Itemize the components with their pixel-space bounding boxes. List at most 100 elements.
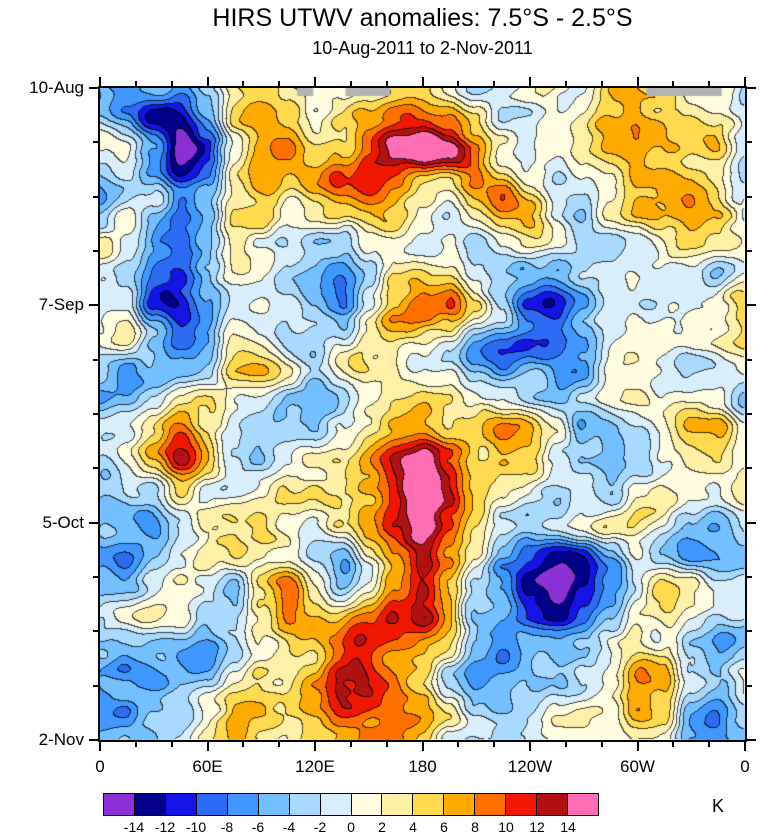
- top-major-tick: [421, 77, 424, 86]
- colorbar-tick-label: 14: [560, 819, 576, 834]
- chart-subtitle: 10-Aug-2011 to 2-Nov-2011: [312, 38, 533, 58]
- colorbar-tick-label: 10: [498, 819, 514, 834]
- right-major-tick: [747, 87, 756, 89]
- bottom-major-tick: [314, 742, 316, 751]
- colorbar-labels: -14 -12 -10 -8 -6 -4 -2 0 2 4 6 8 10 12 14: [103, 819, 599, 834]
- plot-area: [89, 77, 756, 751]
- right-major-tick: [747, 521, 756, 524]
- left-minor-tick: [93, 467, 98, 470]
- colorbar-tick-label: 2: [378, 819, 386, 834]
- right-minor-tick: [747, 684, 752, 687]
- right-minor-tick: [747, 467, 752, 470]
- right-minor-tick: [747, 358, 752, 361]
- colorbar-segment: [257, 793, 290, 816]
- top-major-tick: [206, 77, 209, 86]
- colorbar-tick-label: 4: [409, 819, 417, 834]
- y-tick-label: 10-Aug: [29, 78, 84, 97]
- colorbar-tick-label: 12: [529, 819, 545, 834]
- colorbar-segment: [443, 793, 476, 816]
- colorbar-tick-label: -10: [185, 819, 207, 834]
- axis-ticks: [89, 77, 756, 751]
- left-major-tick: [89, 739, 98, 741]
- left-minor-tick: [93, 413, 98, 415]
- bottom-minor-tick: [564, 742, 567, 747]
- top-major-tick: [744, 77, 746, 86]
- bottom-minor-tick: [708, 742, 711, 747]
- colorbar-tick-label: 6: [440, 819, 448, 834]
- top-major-tick: [314, 77, 316, 86]
- heatmap-canvas: [100, 88, 745, 740]
- right-major-tick: [747, 304, 756, 307]
- colorbar-tick-label: -6: [251, 819, 265, 834]
- right-minor-tick: [747, 630, 752, 633]
- right-minor-tick: [747, 141, 752, 144]
- top-minor-tick: [349, 81, 352, 86]
- left-minor-tick: [93, 250, 98, 252]
- colorbar-segment: [195, 793, 228, 816]
- top-minor-tick: [457, 81, 460, 86]
- x-tick-label: 60W: [620, 757, 655, 776]
- colorbar-segment: [505, 793, 538, 816]
- left-major-tick: [89, 521, 98, 524]
- bottom-minor-tick: [672, 742, 675, 747]
- bottom-minor-tick: [600, 742, 603, 747]
- top-minor-tick: [385, 81, 388, 86]
- x-tick-label: 120E: [295, 757, 335, 776]
- bottom-major-tick: [529, 742, 531, 751]
- y-tick-label: 2-Nov: [38, 730, 84, 749]
- bottom-major-tick: [744, 742, 746, 751]
- right-minor-tick: [747, 413, 752, 415]
- bottom-minor-tick: [242, 742, 245, 747]
- top-minor-tick: [708, 81, 711, 86]
- left-minor-tick: [93, 684, 98, 687]
- colorbar-segment: [536, 793, 569, 816]
- left-minor-tick: [93, 358, 98, 361]
- top-major-tick: [636, 77, 639, 86]
- top-minor-tick: [278, 81, 281, 86]
- x-tick-label: 180: [408, 757, 437, 776]
- top-minor-tick: [672, 81, 675, 86]
- left-minor-tick: [93, 630, 98, 633]
- bottom-minor-tick: [493, 742, 496, 747]
- chart-title: HIRS UTWV anomalies: 7.5°S - 2.5°S: [212, 4, 633, 32]
- top-minor-tick: [242, 81, 245, 86]
- right-minor-tick: [747, 576, 752, 578]
- left-minor-tick: [93, 141, 98, 144]
- colorbar-tick-label: -12: [154, 819, 176, 834]
- colorbar-segment: [567, 793, 599, 816]
- left-major-tick: [89, 87, 98, 89]
- colorbar-segment: [288, 793, 321, 816]
- left-minor-tick: [93, 195, 98, 198]
- top-major-tick: [99, 77, 101, 86]
- top-minor-tick: [134, 81, 137, 86]
- colorbar-tick-label: -2: [313, 819, 327, 834]
- y-tick-label: 7-Sep: [38, 295, 84, 315]
- y-tick-label: 5-Oct: [42, 512, 84, 532]
- bottom-minor-tick: [349, 742, 352, 747]
- top-minor-tick: [600, 81, 603, 86]
- top-major-tick: [529, 77, 531, 86]
- bottom-minor-tick: [278, 742, 281, 747]
- x-tick-label: 0: [95, 757, 105, 776]
- x-tick-label: 60E: [192, 757, 223, 776]
- bottom-minor-tick: [134, 742, 137, 747]
- bottom-major-tick: [636, 742, 639, 751]
- x-tick-label: 120W: [507, 757, 553, 776]
- left-minor-tick: [93, 576, 98, 578]
- top-minor-tick: [493, 81, 496, 86]
- left-major-tick: [89, 304, 98, 307]
- colorbar-segment: [226, 793, 259, 816]
- right-minor-tick: [747, 195, 752, 198]
- bottom-minor-tick: [385, 742, 388, 747]
- colorbar-segment: [164, 793, 197, 816]
- bottom-minor-tick: [457, 742, 460, 747]
- colorbar-segment: [350, 793, 383, 816]
- top-minor-tick: [170, 81, 173, 86]
- bottom-major-tick: [421, 742, 424, 751]
- colorbar-tick-label: 0: [347, 819, 355, 834]
- x-tick-label: 0: [740, 757, 750, 776]
- colorbar-segment: [133, 793, 166, 816]
- colorbar-segment: [381, 793, 414, 816]
- colorbar-segment: [319, 793, 352, 816]
